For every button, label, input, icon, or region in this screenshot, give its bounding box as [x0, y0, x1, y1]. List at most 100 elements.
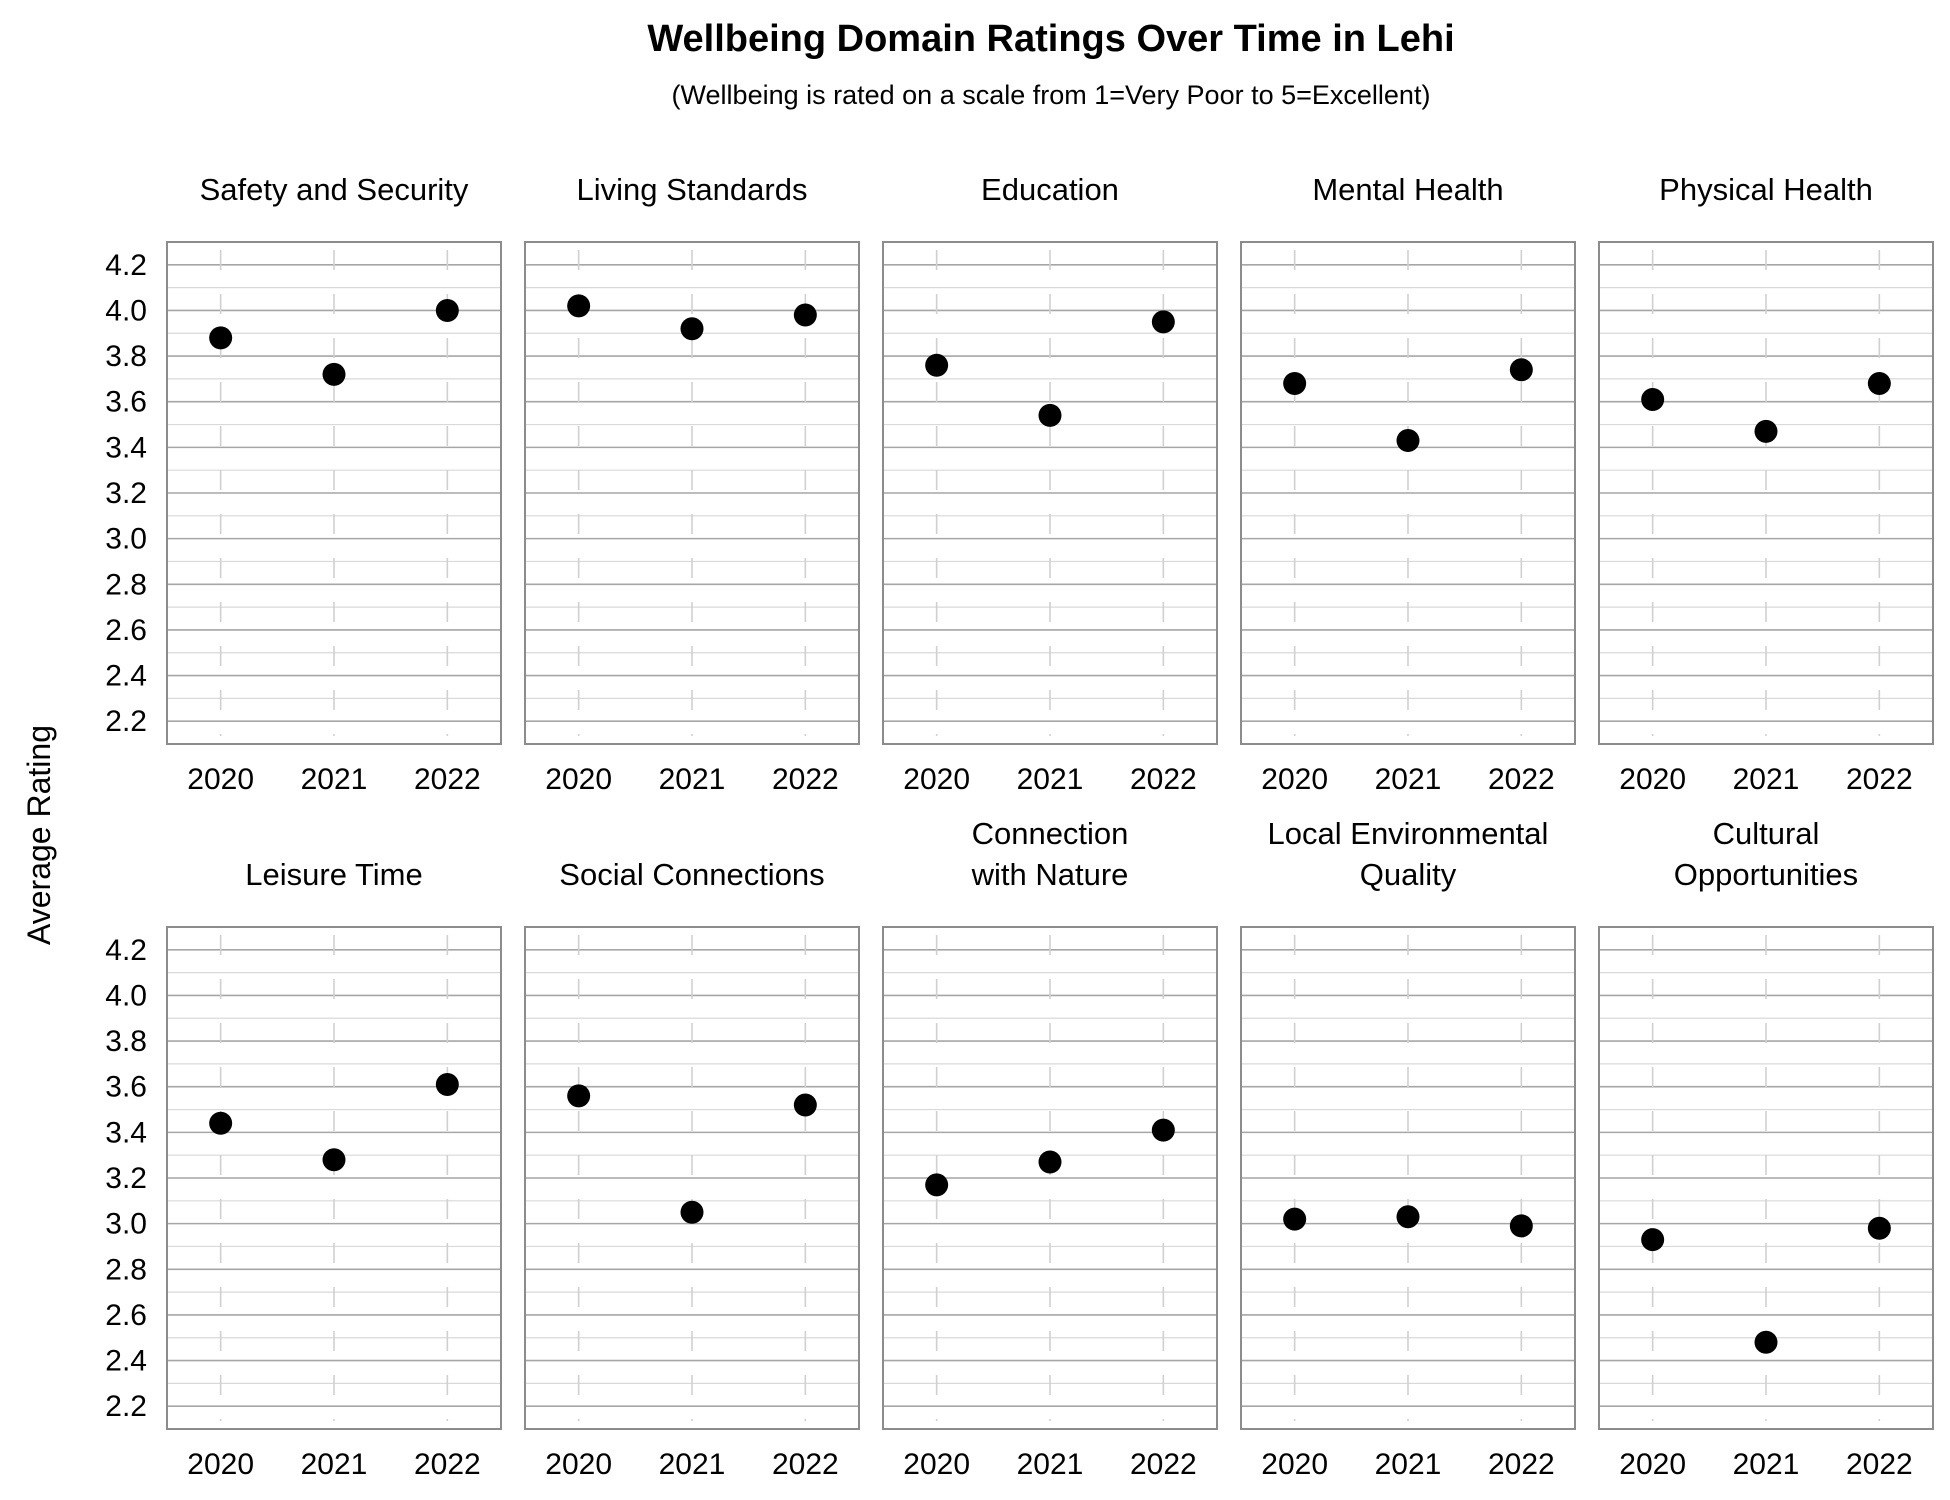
y-tick-label: 2.8: [105, 1253, 147, 1286]
x-tick-label: 2020: [903, 763, 970, 796]
y-tick-label: 2.2: [105, 705, 147, 738]
x-tick-label: 2021: [1733, 763, 1800, 796]
panel-frame: [882, 926, 1218, 1430]
panel-title: Safety and Security: [200, 172, 469, 207]
data-point: [925, 1173, 949, 1197]
data-point: [209, 1111, 233, 1135]
y-tick-label: 3.2: [105, 477, 147, 510]
x-tick-label: 2022: [1846, 763, 1913, 796]
data-point: [1396, 429, 1420, 453]
panel-title: Opportunities: [1674, 857, 1858, 892]
x-tick-label: 2021: [1375, 763, 1442, 796]
panel-title: Leisure Time: [245, 857, 422, 892]
y-tick-label: 3.6: [105, 1071, 147, 1104]
x-tick-label: 2020: [903, 1448, 970, 1481]
y-tick-label: 4.2: [105, 249, 147, 282]
data-point: [1867, 371, 1891, 395]
x-tick-label: 2021: [301, 1448, 368, 1481]
panel-connection-with-nature: Connection with Nature 2020 2021 2022: [882, 816, 1218, 1481]
panel-frame: [1598, 926, 1934, 1430]
x-tick-label: 2021: [1017, 1448, 1084, 1481]
x-tick-label: 2020: [1619, 763, 1686, 796]
panel-mental-health: Mental Health 2020 2021 2022: [1240, 172, 1576, 796]
panel-title: Living Standards: [577, 172, 808, 207]
data-point: [567, 294, 591, 318]
chart-subtitle: (Wellbeing is rated on a scale from 1=Ve…: [672, 80, 1431, 110]
y-tick-label: 4.0: [105, 979, 147, 1012]
x-tick-label: 2021: [659, 763, 726, 796]
y-tick-label: 2.6: [105, 1299, 147, 1332]
x-tick-label: 2022: [1130, 763, 1197, 796]
panel-frame: [524, 241, 860, 745]
data-point: [435, 1072, 459, 1096]
data-point: [1283, 371, 1307, 395]
panel-title: Quality: [1360, 857, 1457, 892]
x-tick-label: 2021: [301, 763, 368, 796]
x-tick-label: 2021: [1733, 1448, 1800, 1481]
y-tick-label: 4.2: [105, 934, 147, 967]
x-tick-label: 2021: [1375, 1448, 1442, 1481]
y-tick-label: 4.0: [105, 294, 147, 327]
data-point: [1641, 1228, 1665, 1252]
y-tick-label: 3.0: [105, 1208, 147, 1241]
data-point: [1283, 1207, 1307, 1231]
x-tick-label: 2020: [545, 763, 612, 796]
data-point: [793, 303, 817, 327]
x-tick-label: 2020: [1261, 763, 1328, 796]
data-point: [1867, 1216, 1891, 1240]
x-tick-label: 2022: [1846, 1448, 1913, 1481]
x-tick-label: 2022: [772, 763, 839, 796]
panel-frame: [166, 241, 502, 745]
x-tick-label: 2020: [1261, 1448, 1328, 1481]
data-point: [1754, 419, 1778, 443]
y-tick-label: 2.4: [105, 660, 147, 693]
panel-frame: [1240, 241, 1576, 745]
panel-title: Physical Health: [1659, 172, 1873, 207]
x-tick-label: 2022: [1130, 1448, 1197, 1481]
data-point: [322, 1148, 346, 1172]
panel-frame: [524, 926, 860, 1430]
x-tick-label: 2021: [659, 1448, 726, 1481]
chart-title: Wellbeing Domain Ratings Over Time in Le…: [647, 18, 1454, 60]
data-point: [793, 1093, 817, 1117]
x-tick-label: 2021: [1017, 763, 1084, 796]
y-tick-label: 3.6: [105, 386, 147, 419]
x-tick-label: 2020: [545, 1448, 612, 1481]
panel-social-connections: Social Connections 2020 2021 2022: [524, 857, 860, 1481]
panel-title: Social Connections: [559, 857, 824, 892]
data-point: [1509, 1214, 1533, 1238]
y-tick-label: 2.2: [105, 1390, 147, 1423]
panel-title: with Nature: [971, 857, 1129, 892]
y-tick-label: 3.4: [105, 431, 147, 464]
panel-title: Mental Health: [1312, 172, 1503, 207]
panels-group: Safety and Security 2020 2021 2022 4.2 4.0 3.8…: [105, 172, 1934, 1481]
y-tick-label: 3.8: [105, 1025, 147, 1058]
panel-physical-health: Physical Health 2020 2021 2022: [1598, 172, 1934, 796]
y-tick-label: 3.4: [105, 1116, 147, 1149]
panel-leisure-time: Leisure Time 2020 2021 2022 4.2 4.0 3.8 3.6 3.4 3…: [105, 857, 502, 1481]
data-point: [209, 326, 233, 350]
panel-title: Connection: [972, 816, 1129, 851]
data-point: [322, 362, 346, 386]
panel-title: Local Environmental: [1268, 816, 1549, 851]
panel-frame: [1240, 926, 1576, 1430]
y-tick-label: 2.6: [105, 614, 147, 647]
panel-title: Cultural: [1713, 816, 1820, 851]
x-tick-label: 2020: [187, 763, 254, 796]
data-point: [1151, 310, 1175, 334]
x-tick-label: 2022: [772, 1448, 839, 1481]
y-tick-label: 3.0: [105, 523, 147, 556]
data-point: [680, 1200, 704, 1224]
data-point: [1754, 1330, 1778, 1354]
x-tick-label: 2020: [187, 1448, 254, 1481]
y-axis-label: Average Rating: [21, 725, 57, 945]
panel-frame: [1598, 241, 1934, 745]
data-point: [1641, 387, 1665, 411]
panel-living-standards: Living Standards 2020 2021 2022: [524, 172, 860, 796]
panel-safety-and-security: Safety and Security 2020 2021 2022 4.2 4.0 3.8…: [105, 172, 502, 796]
panel-title: Education: [981, 172, 1119, 207]
panel-cultural-opportunities: Cultural Opportunities 2020 2021 2022: [1598, 816, 1934, 1481]
data-point: [1038, 403, 1062, 427]
data-point: [680, 317, 704, 341]
